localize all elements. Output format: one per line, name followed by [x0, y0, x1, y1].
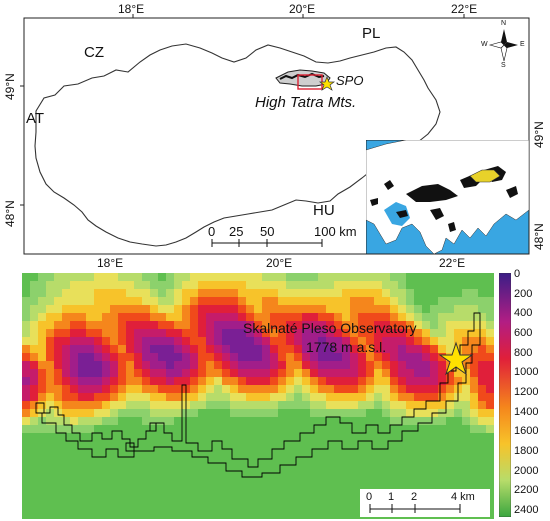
country-label-hu: HU: [313, 202, 335, 219]
colorbar-label: 2200: [514, 484, 539, 497]
detail-scale-tick-0: 0: [366, 491, 373, 503]
region-label-high-tatra: High Tatra Mts.: [255, 94, 357, 111]
overview-map: 18°E 20°E 22°E 49°N 48°N 49°N 48°N CZ PL…: [0, 0, 550, 260]
north-arrow-icon: [488, 29, 518, 62]
colorbar-label: 0: [514, 268, 521, 280]
spo-star-icon: [318, 76, 336, 91]
elevation-raster: [22, 273, 494, 519]
colorbar-label: 600: [514, 327, 533, 339]
study-area-boundary: [41, 312, 481, 478]
country-label-pl: PL: [362, 25, 381, 42]
colorbar-label: 1600: [514, 425, 539, 438]
observatory-star-icon: [438, 341, 474, 376]
colorbar-label: 1800: [514, 445, 539, 457]
detail-scalebar-bg: [360, 489, 490, 517]
station-label-spo: SPO: [336, 73, 364, 88]
lon-label-18e: 18°E: [118, 2, 145, 16]
country-label-at: AT: [26, 110, 45, 127]
scale-tick-50: 50: [260, 224, 275, 239]
overview-scalebar: [211, 239, 323, 247]
colorbar-label: 2400: [514, 504, 539, 516]
colorbar-label: 2000: [514, 464, 539, 477]
lon-label-20e: 20°E: [289, 2, 316, 16]
detail-scale-tick-1: 1: [388, 491, 395, 503]
detail-lon-label-18e: 18°E: [97, 256, 124, 270]
colorbar-label: 200: [514, 287, 533, 300]
overview-map-frame: [20, 14, 530, 255]
slovakia-outline: [34, 43, 441, 247]
lon-label-22e: 22°E: [451, 2, 478, 16]
colorbar-label: 1400: [514, 405, 539, 418]
north-arrow-n: N: [501, 20, 507, 27]
north-arrow-w: W: [481, 41, 488, 48]
country-label-cz: CZ: [84, 44, 104, 61]
detail-scale-tick-4km: 4 km: [451, 491, 475, 503]
observatory-name-label: Skalnaté Pleso Observatory: [243, 320, 417, 336]
scale-tick-25: 25: [229, 224, 244, 239]
scale-tick-100km: 100 km: [314, 224, 357, 239]
observatory-elevation-label: 1778 m a.s.l.: [306, 339, 387, 355]
north-arrow-e: E: [520, 41, 525, 48]
north-arrow-s: S: [501, 62, 506, 69]
scale-tick-0: 0: [208, 224, 216, 239]
detail-scale-tick-2: 2: [411, 491, 418, 503]
detail-lon-label-22e: 22°E: [439, 256, 466, 270]
elevation-colorbar: [499, 273, 511, 517]
detail-lon-label-20e: 20°E: [266, 256, 293, 270]
colorbar-labels: 0 200 400 600 800 1000 1200 1400 1600 1800 2000 220…: [514, 268, 550, 520]
colorbar-label: 1200: [514, 386, 539, 398]
europe-inset-map: [366, 140, 529, 254]
colorbar-label: 800: [514, 346, 533, 359]
detail-map: 18°E 20°E 22°E 0 1 2 4 km Skalnaté Pleso…: [0, 256, 550, 521]
colorbar-label: 1000: [514, 366, 539, 379]
colorbar-label: 400: [514, 307, 533, 320]
